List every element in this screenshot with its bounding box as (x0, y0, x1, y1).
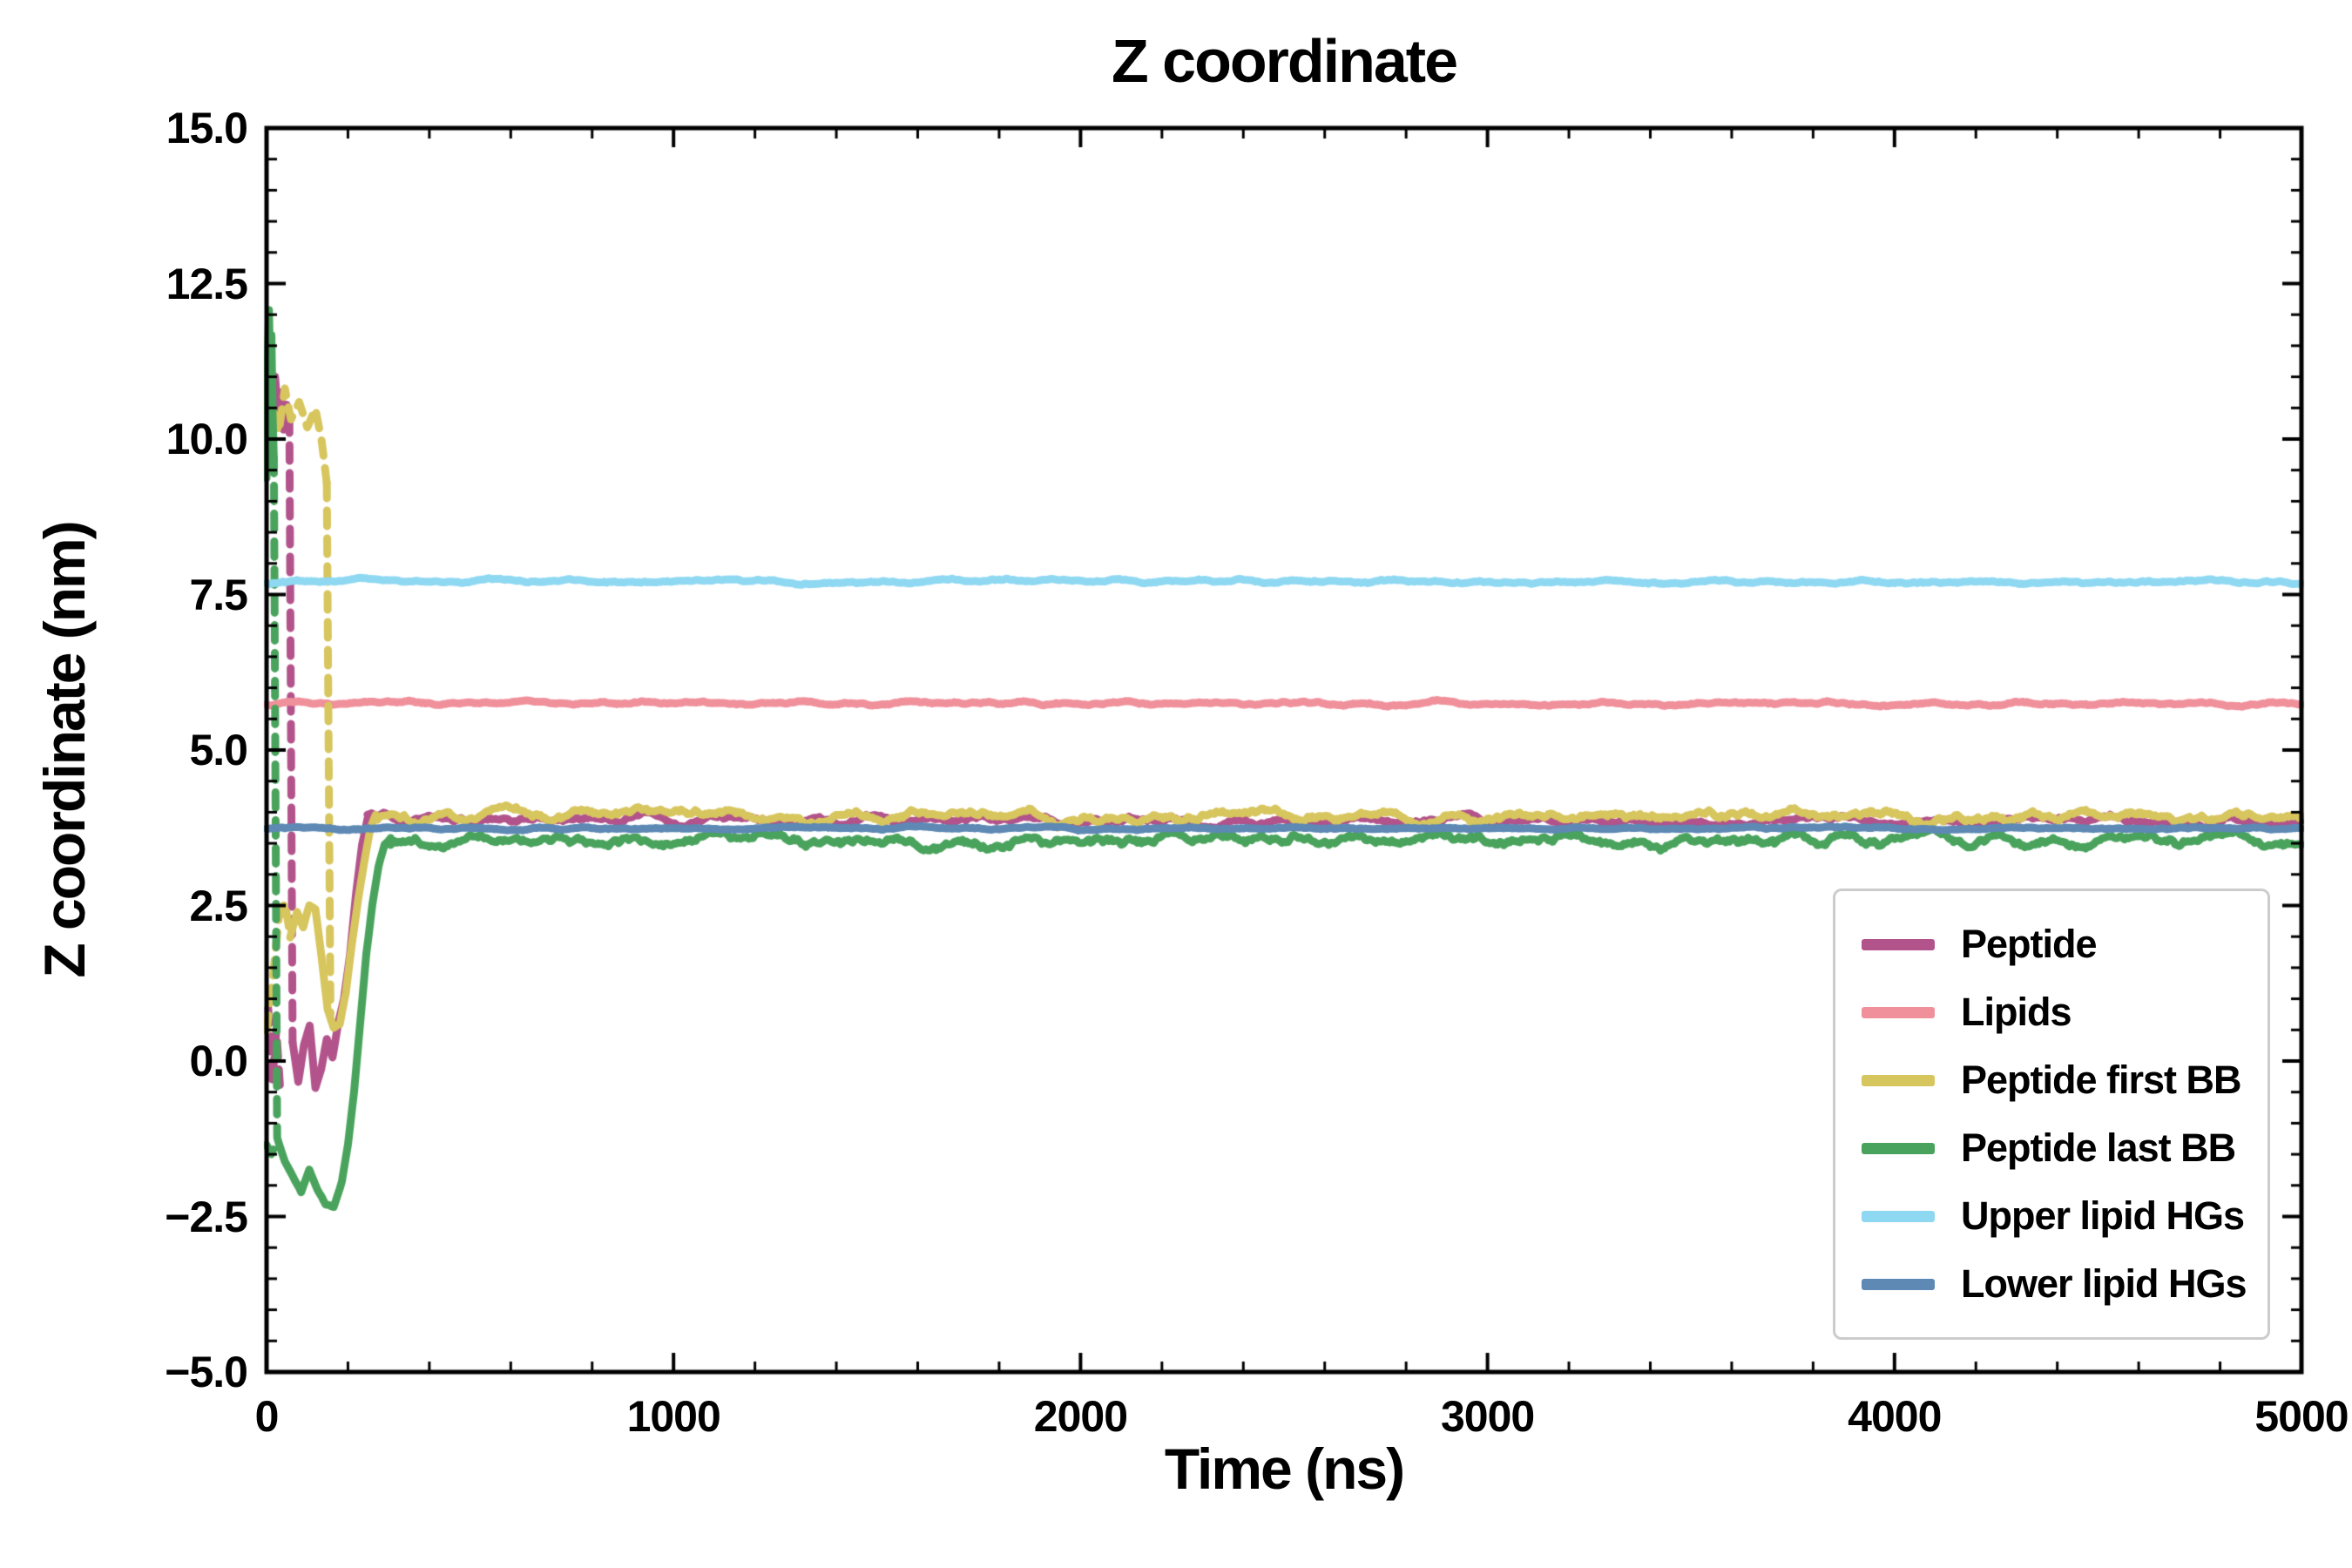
legend-label-lower-lipid-hgs: Lower lipid HGs (1961, 1261, 2247, 1306)
legend-label-upper-lipid-hgs: Upper lipid HGs (1961, 1193, 2245, 1238)
y-tick-label: 12.5 (166, 259, 248, 308)
legend-swatch-peptide-first-bb (1862, 1074, 1935, 1086)
legend-swatch-lower-lipid-hgs (1862, 1278, 1935, 1290)
y-tick-label: 0.0 (189, 1037, 248, 1085)
legend-item-peptide-last-bb: Peptide last BB (1862, 1125, 2241, 1171)
x-axis-label: Time (ns) (1164, 1436, 1405, 1501)
y-tick-label: 15.0 (166, 104, 248, 152)
legend-swatch-lipids (1862, 1006, 1935, 1018)
x-tick-label: 3000 (1440, 1392, 1535, 1441)
legend-item-peptide: Peptide (1862, 922, 2241, 967)
x-tick-label: 1000 (626, 1392, 721, 1441)
x-tick-label: 0 (254, 1392, 280, 1441)
y-tick-label: 10.0 (166, 415, 248, 463)
legend-swatch-peptide (1862, 938, 1935, 950)
x-tick-label: 5000 (2254, 1392, 2349, 1441)
y-tick-label: 2.5 (189, 881, 248, 930)
y-tick-label: 5.0 (189, 726, 248, 774)
legend-swatch-peptide-last-bb (1862, 1142, 1935, 1154)
chart-title: Z coordinate (1111, 27, 1458, 95)
legend-swatch-upper-lipid-hgs (1862, 1210, 1935, 1222)
legend-label-peptide-last-bb: Peptide last BB (1961, 1125, 2236, 1170)
y-tick-label: −5.0 (165, 1348, 248, 1396)
y-tick-label: 7.5 (189, 570, 248, 619)
y-tick-label: −2.5 (165, 1192, 248, 1241)
legend-item-lipids: Lipids (1862, 990, 2241, 1035)
legend-item-peptide-first-bb: Peptide first BB (1862, 1058, 2242, 1103)
legend: Peptide Lipids Peptide first BB Peptide … (1833, 889, 2270, 1340)
legend-item-lower-lipid-hgs: Lower lipid HGs (1862, 1261, 2247, 1307)
legend-label-peptide: Peptide (1961, 922, 2098, 966)
legend-label-lipids: Lipids (1961, 990, 2072, 1034)
legend-item-upper-lipid-hgs: Upper lipid HGs (1862, 1193, 2245, 1239)
legend-label-peptide-first-bb: Peptide first BB (1961, 1058, 2242, 1102)
x-tick-label: 4000 (1848, 1392, 1942, 1441)
x-tick-label: 2000 (1033, 1392, 1128, 1441)
